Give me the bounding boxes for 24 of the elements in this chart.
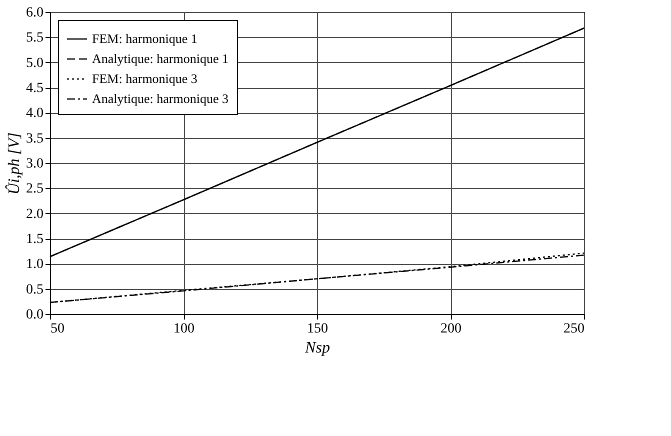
y-tick-label: 5.0	[26, 56, 44, 71]
legend-label: FEM: harmonique 1	[92, 31, 198, 46]
y-axis-title: Ûi,ph [V]	[5, 132, 23, 195]
x-tick-label: 100	[174, 322, 194, 336]
y-tick-label: 1.5	[26, 232, 44, 247]
y-tick-label: 2.5	[26, 182, 44, 197]
y-tick-label: 0.5	[26, 282, 44, 298]
x-tick-label: 200	[440, 322, 462, 336]
y-tick-label: 4.5	[26, 81, 44, 96]
x-tick-label: 50	[50, 322, 64, 336]
x-tick-label: 150	[307, 322, 328, 336]
y-tick-label: 4.0	[26, 106, 44, 122]
legend-label: Analytique: harmonique 1	[92, 51, 228, 66]
y-tick-label: 0.0	[26, 308, 44, 322]
y-tick-label: 1.0	[26, 257, 44, 272]
x-axis-title: Nsp	[304, 340, 330, 356]
y-tick-label: 3.0	[26, 156, 44, 172]
legend-label: Analytique: harmonique 3	[92, 91, 228, 106]
legend-label: FEM: harmonique 3	[92, 71, 198, 86]
y-tick-label: 5.5	[26, 30, 44, 46]
y-tick-label: 3.5	[26, 131, 44, 146]
y-tick-label: 6.0	[26, 6, 44, 20]
x-tick-label: 250	[564, 322, 584, 336]
y-tick-label: 2.0	[26, 206, 44, 222]
